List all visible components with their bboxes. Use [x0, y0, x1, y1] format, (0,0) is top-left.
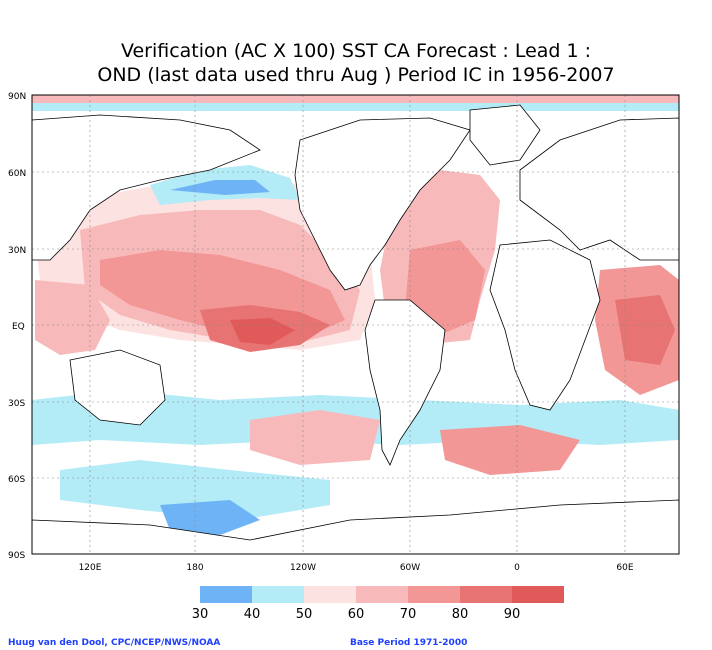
lat-tick-90s: 90S: [8, 551, 25, 561]
legend-swatch-3: [304, 586, 356, 603]
credit-base-period: Base Period 1971-2000: [350, 638, 468, 648]
land-africa: [489, 239, 601, 411]
lat-tick-labels: 90N 60N 30N EQ 30S 60S 90S: [8, 92, 26, 561]
field-southern-ocean-dark-blue: [160, 500, 260, 535]
land-australia: [69, 349, 166, 426]
legend-label-80: 80: [452, 607, 469, 622]
lon-tick-60e: 60E: [616, 563, 633, 573]
title-line-1: Verification (AC X 100) SST CA Forecast …: [120, 40, 592, 62]
lat-tick-60s: 60S: [8, 475, 25, 485]
lat-tick-90n: 90N: [8, 92, 26, 102]
land-north-america: [294, 117, 471, 291]
lat-tick-60n: 60N: [8, 169, 26, 179]
legend-label-70: 70: [400, 607, 417, 622]
legend-label-90: 90: [504, 607, 521, 622]
legend-swatch-4: [356, 586, 408, 603]
legend-swatch-7: [512, 586, 564, 603]
lat-tick-30s: 30S: [8, 399, 25, 409]
lat-tick-eq: EQ: [12, 322, 25, 332]
lon-tick-120w: 120W: [290, 563, 316, 573]
land-greenland: [469, 104, 541, 166]
field-atlantic-high: [405, 240, 485, 335]
gridlines: [32, 95, 679, 554]
legend-label-50: 50: [296, 607, 313, 622]
lon-tick-60w: 60W: [400, 563, 420, 573]
field-indian-core: [615, 295, 675, 365]
field-south-atlantic-pink: [440, 425, 580, 475]
legend-label-30: 30: [192, 607, 209, 622]
credit-author: Huug van den Dool, CPC/NCEP/NWS/NOAA: [8, 638, 221, 648]
legend-swatch-2: [252, 586, 304, 603]
legend-swatch-6: [460, 586, 512, 603]
map-frame: [31, 94, 680, 555]
title-line-2: OND (last data used thru Aug ) Period IC…: [97, 64, 615, 86]
lon-tick-120e: 120E: [79, 563, 102, 573]
land-south-america: [364, 299, 446, 466]
field-south-pacific-pink: [250, 410, 380, 465]
lon-tick-180: 180: [186, 563, 203, 573]
legend-labels: 30 40 50 60 70 80 90: [192, 607, 521, 622]
legend-label-60: 60: [348, 607, 365, 622]
legend-color-bar: [200, 586, 564, 603]
legend-label-40: 40: [244, 607, 261, 622]
field-west-pacific: [35, 280, 110, 355]
field-arctic-blue: [32, 103, 679, 111]
lat-tick-30n: 30N: [8, 246, 26, 256]
legend-swatch-1: [200, 586, 252, 603]
land-eurasia-east: [32, 114, 261, 261]
lon-tick-labels: 120E 180 120W 60W 0 60E: [79, 563, 634, 573]
lon-tick-0: 0: [514, 563, 520, 573]
legend-swatch-5: [408, 586, 460, 603]
